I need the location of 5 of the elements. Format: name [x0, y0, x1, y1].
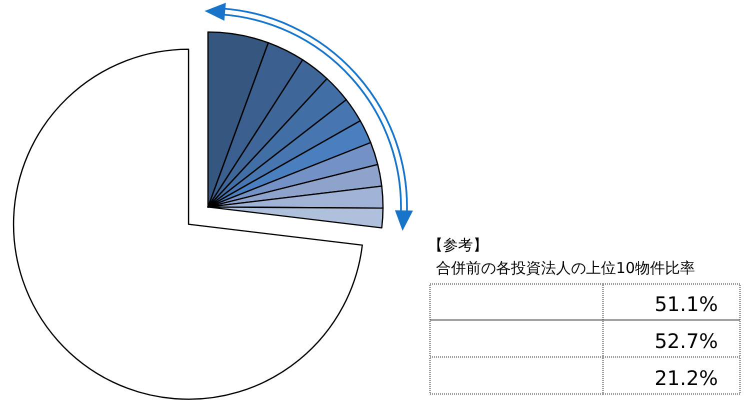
text: 合併前の各投資法人の上位10物件比率: [436, 259, 696, 277]
text: 51.1%: [654, 292, 718, 316]
text: 21.2%: [654, 366, 718, 390]
text: 【参考】: [428, 236, 488, 254]
text: 52.7%: [654, 329, 718, 353]
